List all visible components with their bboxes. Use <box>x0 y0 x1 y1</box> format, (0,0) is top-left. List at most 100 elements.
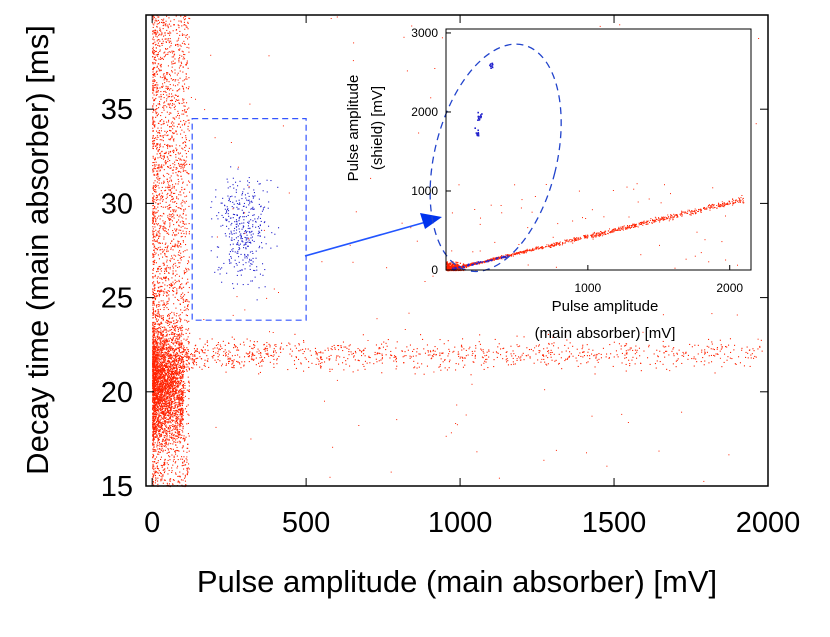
data-point <box>158 394 160 396</box>
data-point <box>177 232 179 234</box>
data-point <box>159 290 161 292</box>
data-point <box>166 15 168 17</box>
data-point <box>177 343 179 345</box>
data-point <box>168 412 170 414</box>
data-point <box>171 338 173 340</box>
data-point <box>173 140 175 142</box>
data-point <box>161 363 163 365</box>
data-point <box>178 374 180 376</box>
data-point <box>158 385 160 387</box>
data-point <box>152 483 154 485</box>
data-point <box>174 342 176 344</box>
data-point <box>154 328 156 330</box>
data-point <box>163 102 165 104</box>
data-point <box>166 381 168 383</box>
data-point <box>152 200 154 202</box>
data-point <box>175 159 177 161</box>
data-point <box>175 419 177 421</box>
data-point <box>171 419 173 421</box>
data-point <box>172 249 174 251</box>
data-point <box>186 34 188 36</box>
data-point <box>154 397 156 399</box>
data-point <box>182 240 184 242</box>
data-point <box>173 343 175 345</box>
data-point <box>159 153 161 155</box>
data-point <box>152 364 154 366</box>
data-point <box>174 387 176 389</box>
data-point <box>177 338 179 340</box>
data-point <box>161 112 163 114</box>
data-point <box>160 66 162 68</box>
data-point <box>176 370 178 372</box>
data-point <box>159 33 161 35</box>
data-point <box>156 181 158 183</box>
data-point <box>179 30 181 32</box>
data-point <box>180 372 182 374</box>
data-point <box>156 342 158 344</box>
data-point <box>158 293 160 295</box>
data-point <box>179 424 181 426</box>
data-point <box>153 120 155 122</box>
data-point <box>158 178 160 180</box>
data-point <box>164 340 166 342</box>
data-point <box>170 407 172 409</box>
data-point <box>166 435 168 437</box>
data-point <box>173 117 175 119</box>
data-point <box>164 24 166 26</box>
data-point <box>162 421 164 423</box>
data-point <box>182 393 184 395</box>
data-point <box>166 144 168 146</box>
data-point <box>181 288 183 290</box>
data-point <box>162 382 164 384</box>
data-point <box>159 356 161 358</box>
data-point <box>152 218 154 220</box>
data-point <box>180 425 182 427</box>
data-point <box>179 414 181 416</box>
data-point <box>164 372 166 374</box>
data-point <box>168 439 170 441</box>
data-point <box>152 312 154 314</box>
data-point <box>188 36 190 38</box>
data-point <box>153 267 155 269</box>
data-point <box>159 399 161 401</box>
data-point <box>164 355 166 357</box>
data-point <box>177 366 179 368</box>
data-point <box>173 387 175 389</box>
data-point <box>174 425 176 427</box>
data-point <box>167 53 169 55</box>
data-point <box>176 381 178 383</box>
data-point <box>178 281 180 283</box>
data-point <box>157 170 159 172</box>
data-point <box>153 260 155 262</box>
data-point <box>154 20 156 22</box>
data-point <box>181 55 183 57</box>
data-point <box>160 458 162 460</box>
data-point <box>174 405 176 407</box>
data-point <box>172 332 174 334</box>
data-point <box>184 24 186 26</box>
data-point <box>177 320 179 322</box>
data-point <box>167 147 169 149</box>
data-point <box>156 370 158 372</box>
data-point <box>161 479 163 481</box>
data-point <box>177 110 179 112</box>
data-point <box>172 349 174 351</box>
data-point <box>152 231 154 233</box>
data-point <box>183 450 185 452</box>
data-point <box>161 372 163 374</box>
data-point <box>175 167 177 169</box>
data-point <box>185 34 187 36</box>
data-point <box>161 333 163 335</box>
data-point <box>177 341 179 343</box>
data-point <box>155 298 157 300</box>
data-point <box>160 370 162 372</box>
data-point <box>189 18 191 20</box>
data-point <box>160 376 162 378</box>
data-point <box>187 263 189 265</box>
data-point <box>164 82 166 84</box>
data-point <box>172 483 174 485</box>
data-point <box>167 362 169 364</box>
data-point <box>167 267 169 269</box>
data-point <box>155 105 157 107</box>
data-point <box>180 20 182 22</box>
